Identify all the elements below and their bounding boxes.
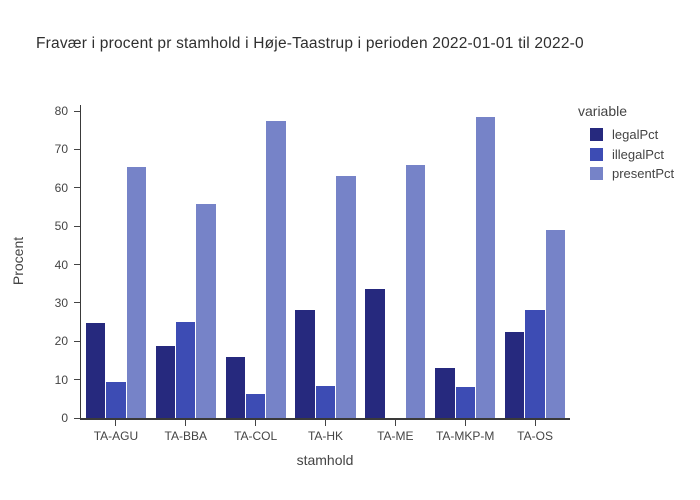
legend-swatch-icon [590, 128, 603, 142]
y-tickmark [73, 264, 80, 266]
y-tick-label: 50 [54, 219, 68, 234]
bar-presentPct-TA-BBA[interactable] [196, 203, 216, 418]
legend-swatch-icon [590, 167, 603, 181]
bar-illegalPct-TA-COL[interactable] [245, 393, 266, 418]
y-axis-title: Procent [10, 236, 26, 286]
chart-title: Fravær i procent pr stamhold i Høje-Taas… [36, 35, 584, 52]
legend-swatch-icon [590, 147, 603, 161]
bar-illegalPct-TA-HK[interactable] [315, 385, 336, 418]
y-tickmark [73, 340, 80, 342]
bar-presentPct-TA-MKP-M[interactable] [475, 116, 496, 418]
x-tickmark [255, 419, 257, 426]
x-tickmark [325, 419, 326, 426]
legend: variable legalPct illegalPct presentPct [578, 103, 674, 184]
bar-legalPct-TA-OS[interactable] [505, 332, 525, 418]
x-tick-label: TA-BBA [164, 429, 207, 443]
x-tickmark [185, 419, 187, 426]
y-axis-line [79, 105, 81, 418]
legend-label: illegalPct [612, 146, 665, 162]
x-tick-label: TA-COL [234, 429, 278, 443]
x-tick-label: TA-OS [517, 429, 553, 443]
bar-presentPct-TA-AGU[interactable] [126, 167, 146, 418]
x-tick-label: TA-ME [377, 429, 414, 443]
bar-legalPct-TA-AGU[interactable] [85, 323, 106, 418]
bar-legalPct-TA-BBA[interactable] [155, 345, 176, 418]
x-tickmark [464, 419, 466, 426]
x-tickmark [394, 419, 396, 426]
x-axis-line [79, 418, 570, 420]
legend-items: legalPct illegalPct presentPct [578, 125, 674, 184]
bar-presentPct-TA-COL[interactable] [266, 121, 286, 418]
legend-item-presentPct[interactable]: presentPct [578, 164, 674, 184]
x-tick-label: TA-MKP-M [435, 429, 495, 443]
bar-legalPct-TA-ME[interactable] [365, 288, 385, 418]
y-tick-label: 10 [54, 372, 68, 387]
legend-item-illegalPct[interactable]: illegalPct [578, 145, 674, 165]
bar-presentPct-TA-HK[interactable] [336, 176, 356, 418]
bar-illegalPct-TA-MKP-M[interactable] [455, 387, 475, 418]
y-tickmark [73, 187, 80, 189]
bar-illegalPct-TA-AGU[interactable] [106, 381, 126, 418]
y-tickmark [73, 417, 80, 419]
y-tick-label: 20 [54, 334, 68, 349]
y-tickmark [73, 225, 80, 227]
legend-label: presentPct [612, 166, 675, 182]
bar-legalPct-TA-HK[interactable] [295, 309, 315, 418]
bar-legalPct-TA-MKP-M[interactable] [435, 367, 455, 418]
bar-presentPct-TA-OS[interactable] [545, 230, 566, 418]
y-tickmark [73, 302, 80, 304]
x-tick-label: TA-HK [307, 429, 344, 443]
x-tickmark [115, 419, 117, 426]
y-tickmark [73, 379, 80, 381]
y-tickmark [73, 110, 80, 112]
y-tickmark [73, 148, 80, 150]
legend-label: legalPct [612, 127, 659, 143]
y-tick-label: 60 [54, 180, 68, 195]
x-tick-label: TA-AGU [93, 429, 139, 443]
bar-illegalPct-TA-BBA[interactable] [176, 322, 196, 418]
y-tick-label: 70 [54, 142, 68, 157]
bar-presentPct-TA-ME[interactable] [406, 164, 426, 418]
legend-title: variable [578, 103, 628, 119]
x-axis-title: stamhold [296, 452, 354, 468]
legend-item-legalPct[interactable]: legalPct [578, 125, 674, 145]
bar-illegalPct-TA-OS[interactable] [525, 310, 545, 418]
bar-legalPct-TA-COL[interactable] [225, 356, 245, 418]
x-tickmark [534, 419, 536, 426]
y-tick-label: 30 [54, 295, 68, 310]
y-tick-label: 0 [61, 411, 68, 425]
y-tick-label: 40 [54, 257, 68, 272]
y-tick-label: 80 [54, 104, 68, 119]
